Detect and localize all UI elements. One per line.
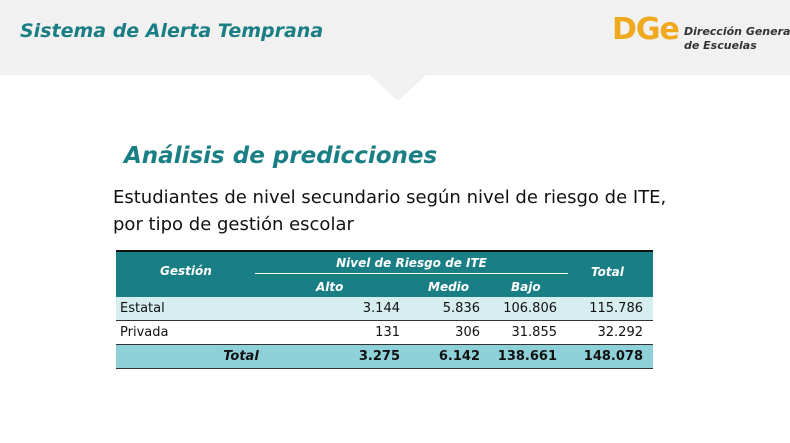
logo-text: Dirección General <box>684 25 790 38</box>
group-rule <box>255 273 568 274</box>
cell: 115.786 <box>589 301 643 316</box>
column-header: Total <box>591 265 624 279</box>
cell: 306 <box>455 325 480 340</box>
cell: 31.855 <box>511 325 558 340</box>
cell: 5.836 <box>442 301 480 316</box>
header-title: Sistema de Alerta Temprana <box>20 20 324 42</box>
row-label: Total <box>223 349 259 364</box>
group-header: Nivel de Riesgo de ITE <box>336 256 487 270</box>
subtitle: Estudiantes de nivel secundario según ni… <box>113 187 667 208</box>
subtitle: por tipo de gestión escolar <box>113 214 354 235</box>
row-bg <box>116 321 653 345</box>
cell: 3.144 <box>362 301 400 316</box>
section-title: Análisis de predicciones <box>124 143 438 169</box>
column-header: Medio <box>428 280 470 294</box>
row-label: Privada <box>120 325 169 340</box>
column-header: Alto <box>316 280 344 294</box>
header-notch <box>370 75 426 101</box>
cell: 138.661 <box>497 349 557 364</box>
row-label: Estatal <box>120 301 165 316</box>
cell: 106.806 <box>503 301 557 316</box>
cell: 131 <box>375 325 400 340</box>
column-header: Bajo <box>511 280 541 294</box>
logo-mark: DGe <box>612 12 680 47</box>
row-bg <box>116 345 653 369</box>
cell: 32.292 <box>597 325 644 340</box>
logo-text: de Escuelas <box>684 39 757 52</box>
header-band <box>0 0 790 75</box>
cell: 148.078 <box>583 349 643 364</box>
cell: 6.142 <box>438 349 480 364</box>
row-bg <box>116 297 653 321</box>
cell: 3.275 <box>358 349 400 364</box>
column-header: Gestión <box>160 264 212 278</box>
table-header <box>116 250 653 299</box>
